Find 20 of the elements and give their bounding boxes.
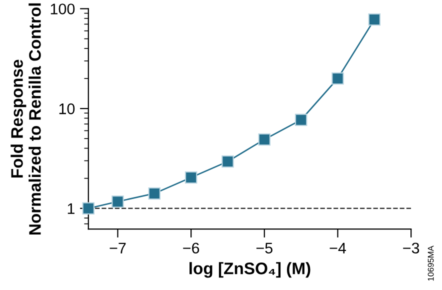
point bbox=[332, 72, 344, 85]
x-tick-label: −7 bbox=[110, 242, 126, 254]
x-tick-label: −4 bbox=[330, 242, 346, 254]
point bbox=[258, 133, 271, 146]
y-tick-label: 1 bbox=[68, 203, 74, 214]
point bbox=[184, 171, 198, 184]
x-tick-label: −5 bbox=[256, 242, 272, 254]
point bbox=[112, 195, 124, 208]
text: 10695MA bbox=[428, 246, 434, 281]
x-tick-label: −6 bbox=[183, 242, 200, 254]
point bbox=[148, 187, 161, 200]
y-tick-label: 10 bbox=[59, 103, 75, 114]
point bbox=[222, 155, 234, 168]
y-axis-title: Fold Response Normalized to Renilla Control bbox=[10, 3, 41, 234]
x-axis-title: log [ZnSO₄] (M) bbox=[190, 262, 310, 278]
point bbox=[82, 202, 95, 214]
x-tick-label: −3 bbox=[403, 242, 420, 254]
y-tick-label: 100 bbox=[50, 4, 75, 14]
point bbox=[368, 13, 381, 26]
point bbox=[294, 114, 308, 126]
